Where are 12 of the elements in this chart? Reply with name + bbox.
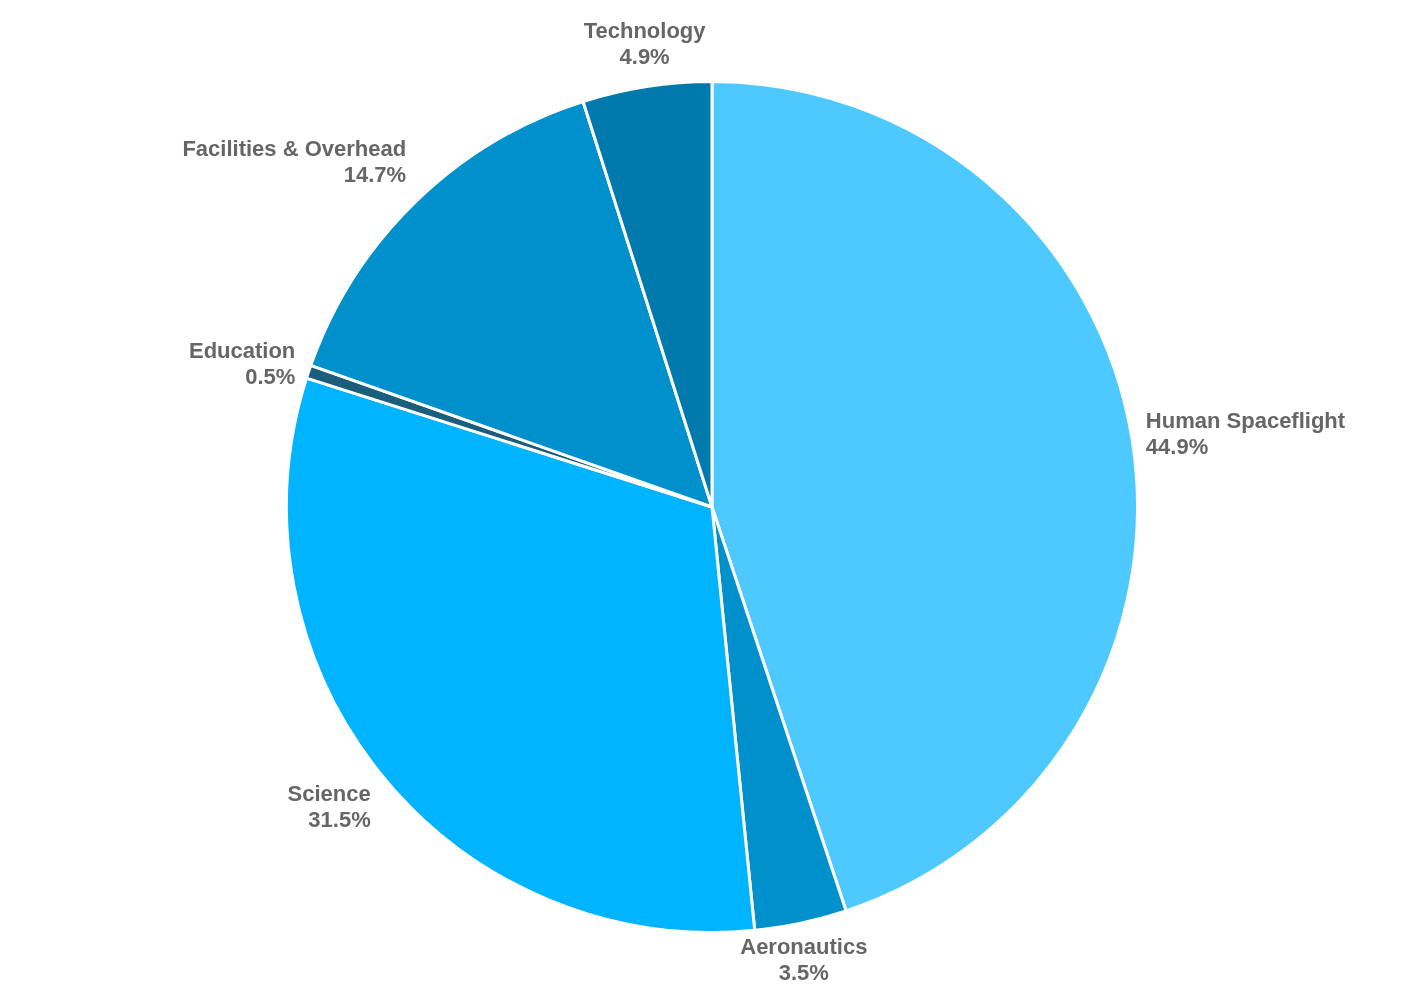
data-label: 3.5% bbox=[778, 959, 829, 985]
slice-label: Human Spaceflight bbox=[1145, 407, 1346, 433]
data-label: 14.7% bbox=[343, 162, 407, 188]
data-label: 44.9% bbox=[1145, 433, 1209, 459]
data-label: 0.5% bbox=[245, 364, 296, 390]
slice-label: Technology bbox=[583, 17, 707, 43]
slice-label: Education bbox=[188, 338, 296, 364]
data-label: 4.9% bbox=[619, 43, 670, 69]
slice-label: Science bbox=[287, 781, 371, 807]
slice-label: Facilities & Overhead bbox=[182, 136, 407, 162]
slice-label: Aeronautics bbox=[740, 933, 868, 959]
data-label: 31.5% bbox=[308, 807, 371, 833]
